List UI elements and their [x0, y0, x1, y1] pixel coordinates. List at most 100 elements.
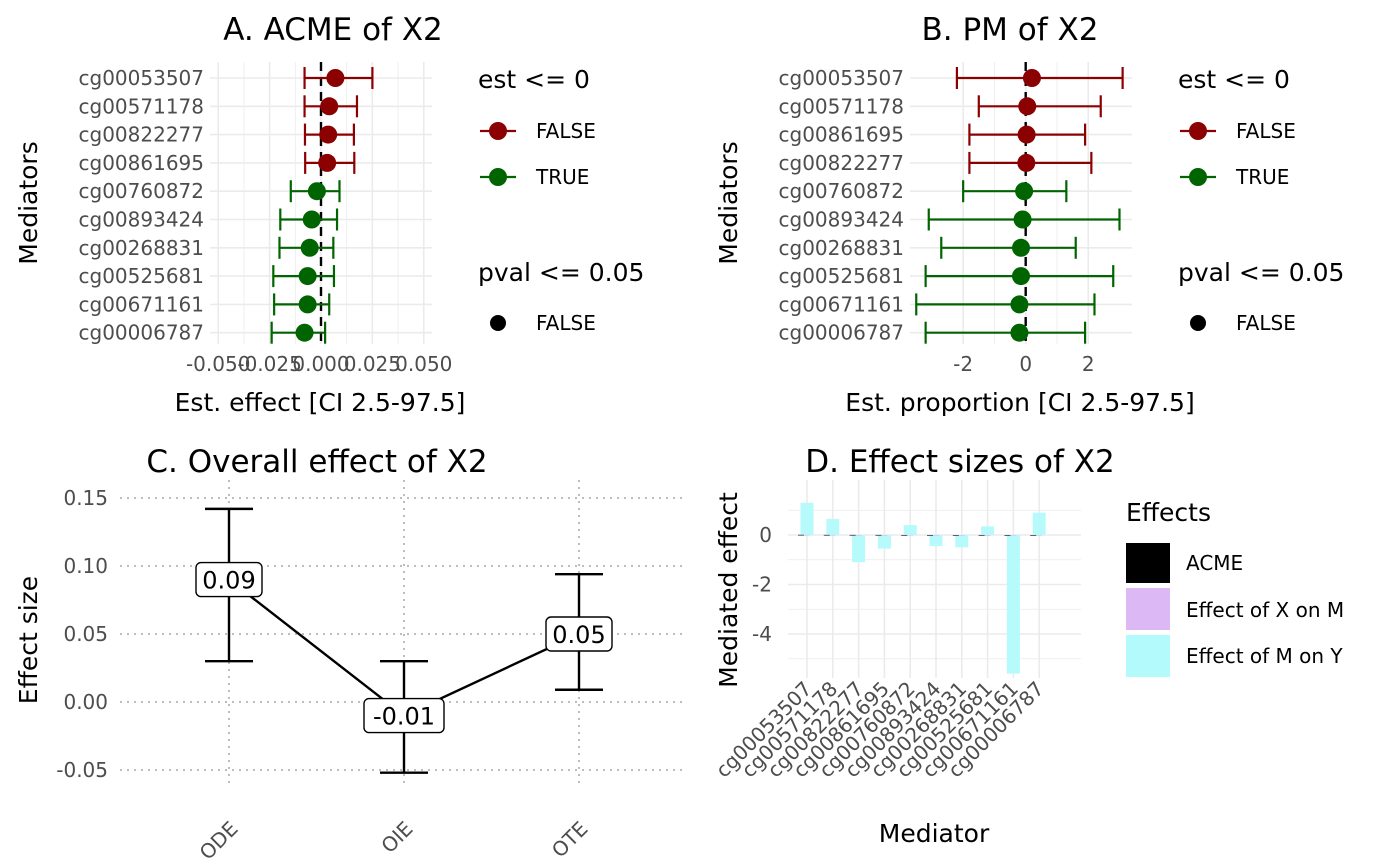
panel-c-y-axis-label: Effect size — [14, 576, 43, 704]
panel-a-y-tick-label: cg00893424 — [79, 208, 205, 232]
panel-d-bar-acme — [1030, 535, 1037, 536]
panel-d-y-tick-label: 0 — [759, 523, 772, 547]
panel-a-y-tick-label: cg00671161 — [79, 292, 205, 316]
panel-b-point — [1010, 323, 1029, 342]
panel-a-x-tick-label: -0.025 — [237, 352, 301, 376]
panel-d-bar-m-on-y — [852, 535, 866, 563]
legend-d-title: Effects — [1126, 498, 1211, 527]
panel-a-y-axis-label: Mediators — [14, 141, 43, 265]
panel-a-point — [307, 182, 326, 201]
panel-b-y-tick-label: cg00671161 — [779, 292, 905, 316]
panel-d-bar-x-on-m — [829, 534, 836, 536]
panel-c-value-label-box — [363, 697, 445, 734]
panel-c-y-tick-label: 0.15 — [63, 486, 108, 510]
panel-a-x-axis-label: Est. effect [CI 2.5-97.5] — [175, 388, 466, 417]
panel-b: -2 0 2 cg00053507 cg00571178 cg00861695 cg0082… — [714, 12, 1195, 417]
panel-d-bar-acme — [849, 534, 856, 536]
legend-d-my-swatch — [1126, 635, 1170, 677]
panel-d-bar-x-on-m — [984, 535, 991, 536]
panel-a-point — [320, 97, 339, 116]
panel-d-bar-x-on-m — [804, 534, 810, 536]
legend-d-acme-swatch — [1126, 543, 1170, 583]
panel-d-bar-acme — [901, 535, 908, 536]
legend-a-pval-label: FALSE — [536, 311, 596, 335]
panel-b-y-tick-label: cg00053507 — [779, 66, 905, 90]
panel-c-x-tick-label: OIE — [376, 817, 417, 858]
panel-d-bar-acme — [798, 534, 804, 536]
panel-d-bar-x-on-m — [907, 534, 914, 536]
panel-d-bar-x-on-m — [1036, 534, 1043, 536]
legend-d-my-label: Effect of M on Y — [1186, 644, 1343, 668]
panel-a-point — [318, 153, 337, 172]
panel-c-value-label-box — [545, 616, 613, 652]
panel-b-point — [1017, 153, 1036, 172]
panel-d-bar-x-on-m — [1010, 534, 1017, 536]
panel-c-y-tick-label: 0.10 — [63, 554, 108, 578]
panel-a-y-tick-label: cg00822277 — [79, 123, 205, 147]
panel-d-bar-acme — [1004, 535, 1011, 536]
panel-b-x-tick-label: 0 — [1019, 352, 1032, 376]
panel-d-bar-acme — [823, 534, 830, 536]
panel-b-y-axis-label: Mediators — [714, 141, 743, 265]
legend-a-est-title: est <= 0 — [478, 65, 590, 94]
panel-b-y-tick-label: cg00893424 — [779, 208, 905, 232]
panel-d-bar-x-on-m — [958, 535, 965, 536]
panel-a-x-tick-label: 0.000 — [292, 352, 349, 376]
panel-b-x-tick-label: -2 — [953, 352, 973, 376]
panel-a-point — [319, 125, 338, 144]
panel-b-point — [1013, 210, 1032, 229]
legend-b-pval-title: pval <= 0.05 — [1178, 258, 1344, 287]
panel-d-bar-m-on-y — [955, 535, 969, 548]
panel-a-point — [295, 323, 314, 342]
panel-b-y-tick-label: cg00525681 — [779, 264, 905, 288]
panel-d-bar-acme — [875, 534, 882, 536]
panel-d-title: D. Effect sizes of X2 — [805, 444, 1114, 480]
panel-a-point — [298, 295, 317, 314]
panel-a-y-tick-label: cg00006787 — [79, 321, 205, 345]
panel-b-point — [1017, 125, 1036, 144]
legend-b-false-label: FALSE — [1236, 119, 1296, 143]
panel-b-point — [1015, 182, 1034, 201]
panel-d-bar-m-on-y — [826, 518, 840, 535]
panel-d-x-axis-label: Mediator — [879, 819, 990, 848]
panel-c-value-label: 0.09 — [202, 567, 255, 595]
panel-b-x-axis-label: Est. proportion [CI 2.5-97.5] — [845, 388, 1194, 417]
panel-d-bar-m-on-y — [929, 535, 943, 547]
legend-a-false-label: FALSE — [536, 119, 596, 143]
legend-d-acme-label: ACME — [1186, 551, 1243, 575]
panel-c-title: C. Overall effect of X2 — [146, 444, 487, 480]
panel-c-value-label: -0.01 — [373, 703, 435, 731]
legend-a-true-marker — [489, 168, 507, 186]
panel-b-point — [1010, 295, 1029, 314]
panel-b-y-tick-label: cg00006787 — [779, 321, 905, 345]
panel-a-title: A. ACME of X2 — [223, 12, 443, 48]
panel-d-bar-m-on-y — [800, 502, 814, 535]
panel-c-y-tick-label: 0.05 — [63, 622, 108, 646]
panel-b-x-tick-label: 2 — [1082, 352, 1095, 376]
legend-b-pval-label: FALSE — [1236, 311, 1296, 335]
panel-a-x-tick-label: -0.050 — [186, 352, 250, 376]
panel-b-point — [1018, 97, 1037, 116]
panel-d-y-tick-label: -4 — [752, 622, 772, 646]
panel-b-y-tick-label: cg00822277 — [779, 151, 905, 175]
panel-a-point — [302, 210, 321, 229]
panel-d-bar-m-on-y — [1006, 535, 1020, 674]
legend-a-true-label: TRUE — [535, 165, 589, 189]
legend-b-true-label: TRUE — [1235, 165, 1289, 189]
panel-a-y-tick-label: cg00053507 — [79, 66, 205, 90]
panel-a-y-tick-label: cg00571178 — [79, 94, 205, 118]
legend-a-pval-marker — [490, 315, 506, 331]
panel-a-point — [326, 69, 345, 87]
panel-b-y-tick-label: cg00571178 — [779, 94, 905, 118]
panel-d-bar-m-on-y — [903, 525, 917, 535]
panel-a-point — [300, 238, 319, 257]
legend-a: est <= 0 FALSE TRUE pval <= 0.05 FALSE — [478, 65, 644, 335]
panel-d: -4-20cg00053507cg00571178cg00822277cg008… — [711, 444, 1115, 848]
legend-d-xm-swatch — [1126, 588, 1170, 630]
panel-a-y-tick-label: cg00861695 — [79, 151, 205, 175]
panel-b-title: B. PM of X2 — [922, 12, 1099, 48]
panel-c-value-label: 0.05 — [552, 621, 605, 649]
legend-d: Effects ACME Effect of X on M Effect of … — [1126, 498, 1344, 677]
